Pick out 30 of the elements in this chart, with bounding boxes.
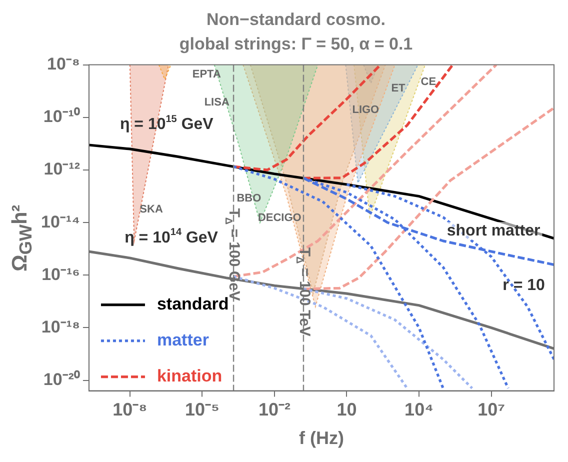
annotation: TΔ = 100 TeV [293,247,314,336]
annotation: BBO [236,192,262,204]
x-tick-label: 10⁻⁵ [184,400,220,420]
legend-label: matter [156,330,210,350]
chart-subtitle: global strings: Γ = 50, α = 0.1 [179,34,413,54]
legend-label: kination [156,366,222,386]
x-tick-label: 10⁷ [478,400,506,420]
x-tick-label: 10⁻⁸ [112,400,148,420]
annotation: CE [420,76,436,88]
y-tick-label: 10⁻¹⁸ [41,317,80,336]
annotation: EPTA [192,68,221,81]
x-tick-label: 10⁻² [258,400,290,420]
y-tick-label: 10⁻¹⁴ [40,212,80,232]
annotation: short matter [446,222,540,240]
annotation: SKA [140,204,163,216]
annotation: LIGO [352,104,380,116]
annotation: LISA [204,96,230,108]
x-axis-title: f (Hz) [298,428,344,448]
y-tick-label: 10⁻²⁰ [43,370,80,390]
annotation: r = 10 [502,276,546,294]
x-tick-label: 10⁴ [404,400,434,420]
x-tick-label: 10 [336,400,357,420]
chart-title: Non−standard cosmo. [206,10,386,29]
annotation: ET [391,82,406,95]
y-tick-label: 10⁻¹⁶ [42,264,80,284]
y-tick-label: 10⁻¹² [44,160,80,179]
legend-label: standard [156,294,229,314]
annotation: DECIGO [258,212,302,224]
y-tick-label: 10⁻¹⁰ [43,107,80,126]
y-tick-label: 10⁻⁸ [47,54,80,74]
